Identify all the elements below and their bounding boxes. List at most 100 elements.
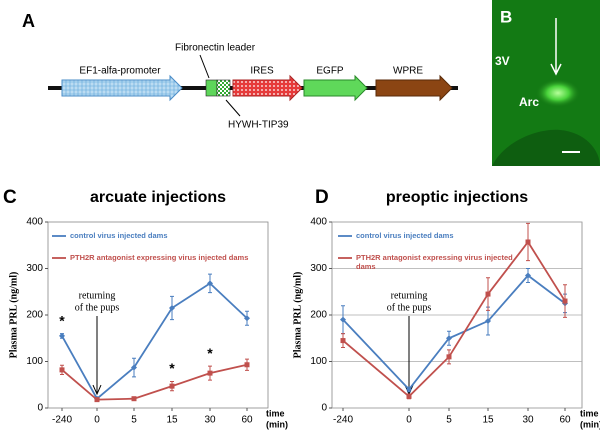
y-tick-label: 200 <box>26 310 43 321</box>
x-tick-label: 5 <box>446 415 452 426</box>
legend-entry: PTH2R antagonist expressing virus inject… <box>70 253 249 262</box>
x-tick-label: 60 <box>559 415 571 426</box>
panel-letter: A <box>22 11 35 31</box>
legend-entry-box: PTH2R antagonist expressing virus inject… <box>70 253 249 262</box>
legend-entry-box: control virus injected dams <box>70 231 168 240</box>
annotation: of the pups <box>387 302 432 313</box>
point <box>446 354 452 360</box>
point <box>485 318 491 325</box>
annotation-arrow <box>404 316 414 396</box>
point <box>406 386 412 393</box>
pointer-arrow <box>550 18 562 76</box>
point <box>525 239 531 245</box>
arc-label: Arc <box>519 95 539 109</box>
panel-letter: B <box>500 7 512 26</box>
x-tick-label: -240 <box>333 415 353 426</box>
construct-diagram: A EF1-alfa-promoter Fibronectin leader I… <box>22 11 458 131</box>
point <box>59 367 65 373</box>
series-line <box>61 363 248 401</box>
x-tick-label: 30 <box>522 415 534 426</box>
y-tick-label: 100 <box>310 356 327 367</box>
point <box>244 362 250 368</box>
y-tick-label: 0 <box>37 403 43 414</box>
legend-entry: PTH2R antagonist expressing virus inject… <box>356 253 513 271</box>
point <box>131 396 137 402</box>
annotation: returning <box>79 290 116 301</box>
point <box>406 393 412 399</box>
point <box>525 272 531 279</box>
y-tick-label: 300 <box>310 263 327 274</box>
legend-entry-box: PTH2R antagonist expressing virus inject… <box>356 253 513 271</box>
leader-pointer <box>199 54 210 79</box>
y-axis-label: Plasma PRL (ng/ml) <box>8 272 19 359</box>
point <box>131 364 137 371</box>
point <box>94 397 100 403</box>
tissue-shade <box>492 129 600 166</box>
y-tick-label: 300 <box>26 263 43 274</box>
ventricle-label: 3V <box>495 54 510 68</box>
point <box>562 298 568 304</box>
significance-mark: * <box>207 345 213 361</box>
legend-entry: control virus injected dams <box>356 231 454 240</box>
x-tick-label: 15 <box>166 415 178 426</box>
series-line <box>342 240 566 398</box>
x-tick-label: 0 <box>406 415 412 426</box>
annotation-arrow <box>92 316 102 396</box>
x-tick-label: 60 <box>241 415 253 426</box>
annotation: of the pups <box>75 302 120 313</box>
y-tick-label: 400 <box>310 217 327 228</box>
legend-entry: control virus injected dams <box>70 231 168 240</box>
x-tick-label: 30 <box>204 415 216 426</box>
point <box>485 291 491 297</box>
series-line <box>61 282 248 401</box>
panel-letter: C <box>3 187 17 208</box>
x-tick-label: 0 <box>94 415 100 426</box>
x-tick-label: 15 <box>482 415 494 426</box>
legend-entry-box: control virus injected dams <box>356 231 454 240</box>
y-tick-label: 0 <box>321 403 327 414</box>
y-tick-label: 400 <box>26 217 43 228</box>
point <box>244 315 250 322</box>
panel-letter: D <box>315 187 329 208</box>
point <box>446 335 452 342</box>
histology-image: B 3V Arc <box>492 0 600 166</box>
ires-arrow <box>232 74 303 102</box>
point <box>340 338 346 344</box>
series-line <box>342 274 566 391</box>
leader-label: Fibronectin leader <box>175 43 256 54</box>
y-tick-label: 200 <box>310 310 327 321</box>
point <box>59 332 65 339</box>
wpre-label: WPRE <box>393 66 423 77</box>
leader-box <box>205 79 218 97</box>
wpre-arrow <box>375 74 453 102</box>
egfp-label: EGFP <box>316 66 344 77</box>
ires-label: IRES <box>250 66 274 77</box>
annotation: returning <box>391 290 428 301</box>
tip39-box <box>216 79 231 97</box>
x-axis-label: (min) <box>266 419 288 429</box>
tip39-pointer <box>225 99 241 117</box>
significance-mark: * <box>59 312 65 328</box>
promoter-arrow <box>61 74 183 102</box>
x-axis-label: (min) <box>580 419 600 429</box>
point <box>207 280 213 287</box>
x-tick-label: -240 <box>52 415 72 426</box>
arc-signal <box>536 79 580 107</box>
y-tick-label: 100 <box>26 356 43 367</box>
egfp-arrow <box>303 74 368 102</box>
point <box>169 305 175 312</box>
point <box>169 383 175 389</box>
point <box>207 370 213 376</box>
x-axis-label: time <box>580 408 599 418</box>
promoter-label: EF1-alfa-promoter <box>79 66 161 77</box>
chart-title: arcuate injections <box>90 189 226 206</box>
tip39-label: HYWH-TIP39 <box>228 120 289 131</box>
point <box>340 316 346 323</box>
significance-mark: * <box>169 360 175 376</box>
x-tick-label: 5 <box>131 415 137 426</box>
y-axis-label: Plasma PRL (ng/ml) <box>292 272 303 359</box>
chart-title: preoptic injections <box>386 189 528 206</box>
x-axis-label: time <box>266 408 285 418</box>
